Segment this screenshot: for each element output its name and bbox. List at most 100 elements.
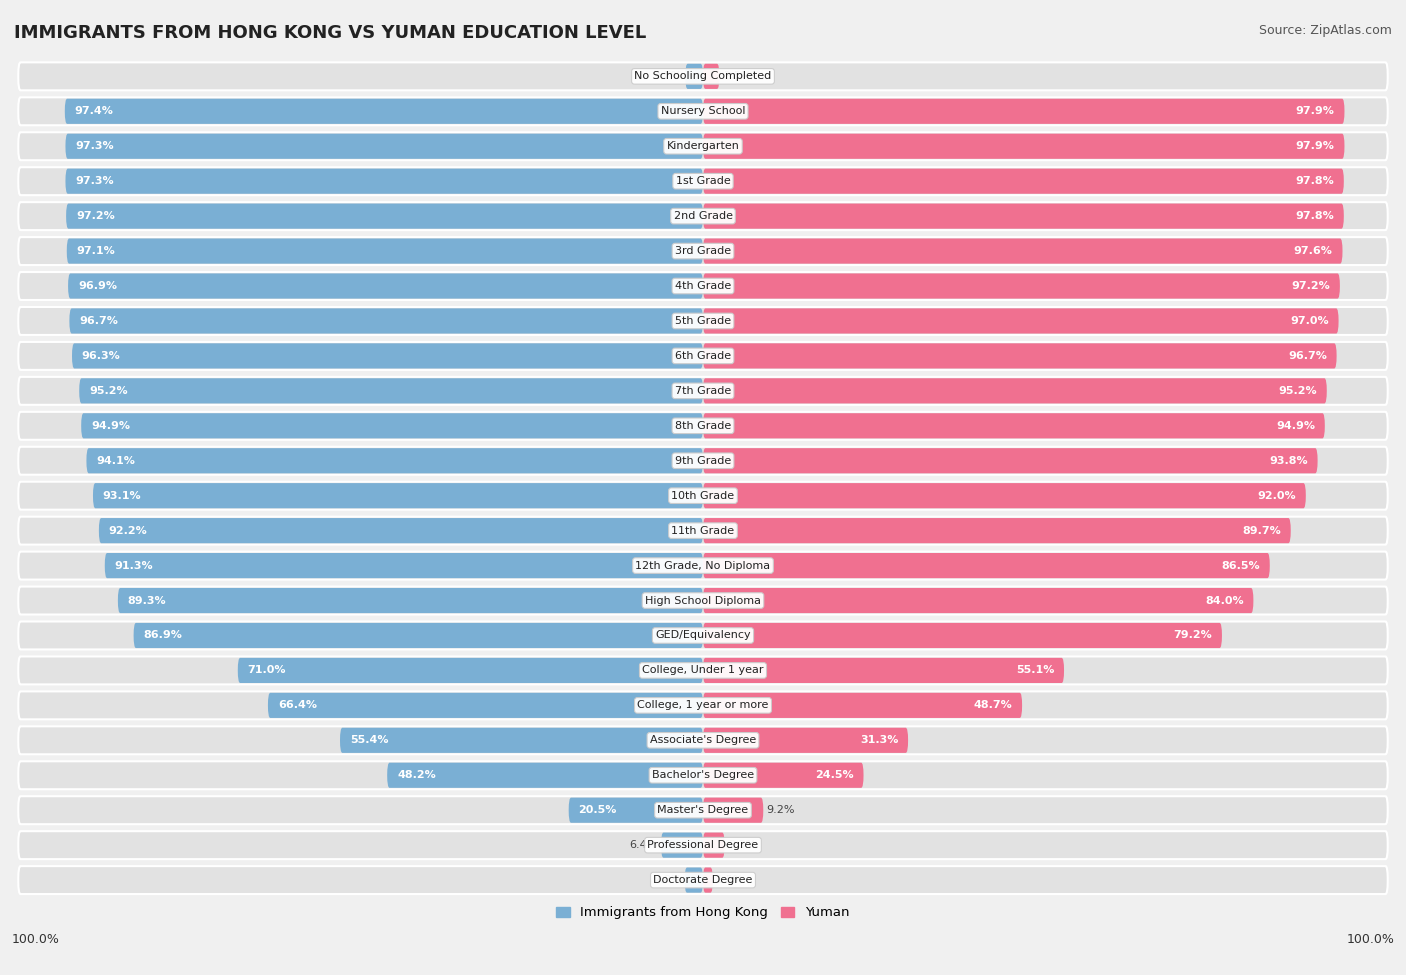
Text: 92.0%: 92.0% (1257, 490, 1296, 501)
Text: 89.3%: 89.3% (128, 596, 166, 605)
FancyBboxPatch shape (66, 204, 703, 229)
Text: 91.3%: 91.3% (115, 561, 153, 570)
FancyBboxPatch shape (18, 62, 1388, 91)
Text: 10th Grade: 10th Grade (672, 490, 734, 501)
FancyBboxPatch shape (18, 831, 1388, 859)
Text: 20.5%: 20.5% (578, 805, 617, 815)
FancyBboxPatch shape (269, 693, 703, 718)
Text: 93.8%: 93.8% (1270, 455, 1308, 466)
Text: 6.4%: 6.4% (630, 840, 658, 850)
FancyBboxPatch shape (340, 727, 703, 753)
Text: 94.9%: 94.9% (91, 421, 129, 431)
Text: 86.9%: 86.9% (143, 631, 183, 641)
FancyBboxPatch shape (69, 308, 703, 333)
Text: Master's Degree: Master's Degree (658, 805, 748, 815)
FancyBboxPatch shape (86, 448, 703, 473)
Text: 100.0%: 100.0% (11, 933, 59, 946)
FancyBboxPatch shape (18, 167, 1388, 195)
Text: Kindergarten: Kindergarten (666, 141, 740, 151)
Legend: Immigrants from Hong Kong, Yuman: Immigrants from Hong Kong, Yuman (551, 901, 855, 924)
Text: Professional Degree: Professional Degree (647, 840, 759, 850)
Text: 96.9%: 96.9% (77, 281, 117, 291)
Text: 95.2%: 95.2% (1278, 386, 1317, 396)
Text: 89.7%: 89.7% (1241, 526, 1281, 535)
FancyBboxPatch shape (18, 761, 1388, 789)
FancyBboxPatch shape (105, 553, 703, 578)
FancyBboxPatch shape (703, 134, 1344, 159)
Text: 2.5%: 2.5% (723, 71, 751, 81)
FancyBboxPatch shape (18, 377, 1388, 405)
FancyBboxPatch shape (18, 587, 1388, 614)
FancyBboxPatch shape (98, 518, 703, 543)
Text: 7th Grade: 7th Grade (675, 386, 731, 396)
FancyBboxPatch shape (66, 239, 703, 263)
FancyBboxPatch shape (66, 169, 703, 194)
Text: 79.2%: 79.2% (1174, 631, 1212, 641)
Text: 31.3%: 31.3% (860, 735, 898, 745)
Text: 92.2%: 92.2% (108, 526, 148, 535)
FancyBboxPatch shape (18, 866, 1388, 894)
FancyBboxPatch shape (65, 98, 703, 124)
FancyBboxPatch shape (18, 797, 1388, 824)
FancyBboxPatch shape (703, 658, 1064, 683)
Text: 97.9%: 97.9% (1296, 106, 1334, 116)
FancyBboxPatch shape (18, 517, 1388, 545)
FancyBboxPatch shape (67, 273, 703, 298)
Text: 6th Grade: 6th Grade (675, 351, 731, 361)
Text: 1st Grade: 1st Grade (676, 176, 730, 186)
FancyBboxPatch shape (18, 98, 1388, 125)
Text: 100.0%: 100.0% (1347, 933, 1395, 946)
Text: 97.9%: 97.9% (1296, 141, 1334, 151)
Text: Associate's Degree: Associate's Degree (650, 735, 756, 745)
FancyBboxPatch shape (685, 63, 703, 89)
Text: 48.2%: 48.2% (396, 770, 436, 780)
FancyBboxPatch shape (703, 63, 720, 89)
FancyBboxPatch shape (703, 98, 1344, 124)
FancyBboxPatch shape (18, 447, 1388, 475)
FancyBboxPatch shape (18, 133, 1388, 160)
Text: 96.7%: 96.7% (79, 316, 118, 326)
Text: 86.5%: 86.5% (1222, 561, 1260, 570)
Text: 3rd Grade: 3rd Grade (675, 246, 731, 256)
FancyBboxPatch shape (93, 484, 703, 508)
FancyBboxPatch shape (703, 727, 908, 753)
Text: 55.1%: 55.1% (1015, 665, 1054, 676)
Text: 2.8%: 2.8% (652, 876, 682, 885)
Text: 96.7%: 96.7% (1288, 351, 1327, 361)
FancyBboxPatch shape (387, 762, 703, 788)
FancyBboxPatch shape (18, 482, 1388, 510)
Text: College, 1 year or more: College, 1 year or more (637, 700, 769, 711)
FancyBboxPatch shape (703, 378, 1327, 404)
Text: 71.0%: 71.0% (247, 665, 285, 676)
Text: 97.2%: 97.2% (76, 212, 115, 221)
Text: 94.9%: 94.9% (1277, 421, 1315, 431)
FancyBboxPatch shape (18, 272, 1388, 300)
FancyBboxPatch shape (72, 343, 703, 369)
FancyBboxPatch shape (18, 307, 1388, 335)
FancyBboxPatch shape (79, 378, 703, 404)
FancyBboxPatch shape (18, 411, 1388, 440)
FancyBboxPatch shape (238, 658, 703, 683)
FancyBboxPatch shape (703, 204, 1344, 229)
FancyBboxPatch shape (134, 623, 703, 648)
FancyBboxPatch shape (18, 691, 1388, 720)
Text: 55.4%: 55.4% (350, 735, 388, 745)
FancyBboxPatch shape (18, 202, 1388, 230)
Text: 4th Grade: 4th Grade (675, 281, 731, 291)
FancyBboxPatch shape (18, 621, 1388, 649)
Text: 5th Grade: 5th Grade (675, 316, 731, 326)
FancyBboxPatch shape (18, 726, 1388, 755)
FancyBboxPatch shape (661, 833, 703, 858)
FancyBboxPatch shape (685, 868, 703, 893)
FancyBboxPatch shape (703, 868, 713, 893)
FancyBboxPatch shape (703, 623, 1222, 648)
FancyBboxPatch shape (703, 484, 1306, 508)
FancyBboxPatch shape (118, 588, 703, 613)
Text: Source: ZipAtlas.com: Source: ZipAtlas.com (1258, 24, 1392, 37)
Text: 97.3%: 97.3% (76, 176, 114, 186)
Text: Nursery School: Nursery School (661, 106, 745, 116)
Text: IMMIGRANTS FROM HONG KONG VS YUMAN EDUCATION LEVEL: IMMIGRANTS FROM HONG KONG VS YUMAN EDUCA… (14, 24, 647, 42)
Text: 97.8%: 97.8% (1295, 212, 1334, 221)
Text: Bachelor's Degree: Bachelor's Degree (652, 770, 754, 780)
FancyBboxPatch shape (703, 308, 1339, 333)
